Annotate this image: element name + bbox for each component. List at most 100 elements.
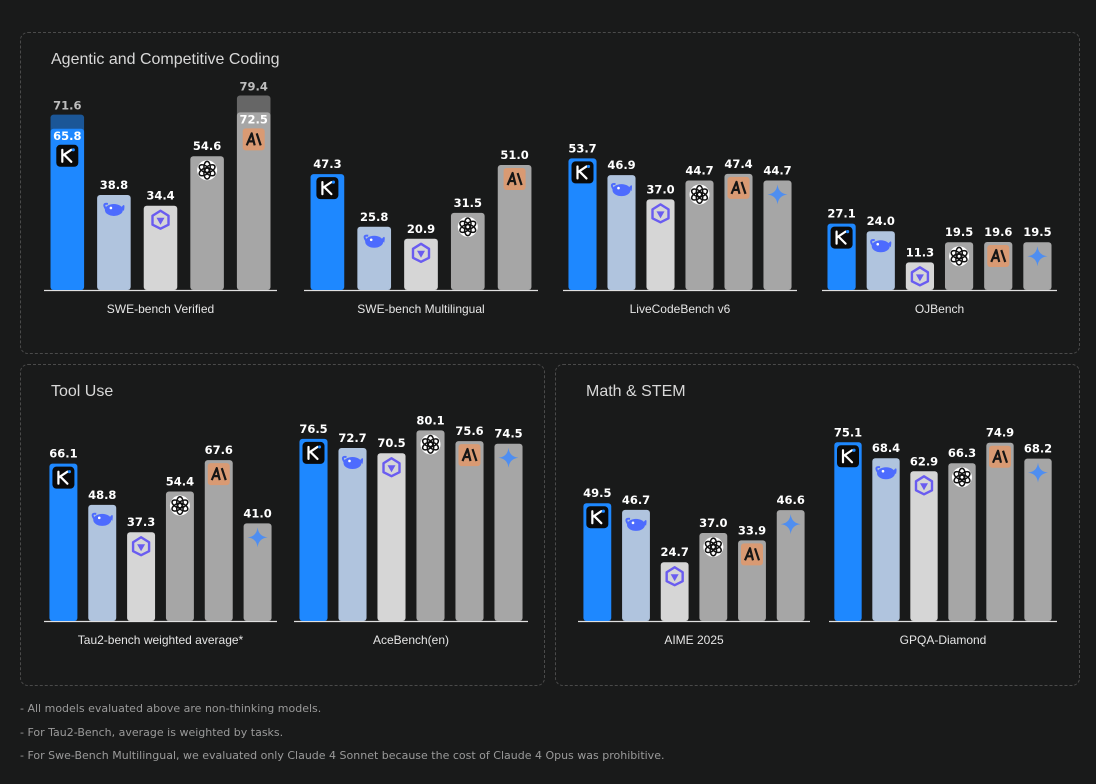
benchmark-label: SWE-bench Multilingual — [357, 302, 484, 316]
bar-value-label: 54.6 — [193, 139, 221, 153]
bar-value-label: 25.8 — [360, 210, 388, 224]
deepseek-icon — [870, 239, 892, 253]
bar-chart: 66.1 48.8 37.3 54.4 67.6 41.0 Tau2-bench weigh… — [44, 443, 277, 647]
bar — [416, 430, 445, 621]
bar — [724, 173, 753, 290]
bar-value-label: 53.7 — [568, 141, 596, 155]
bar-chart: 76.5 72.7 70.5 80.1 75.6 74.5 AceBench(en) — [294, 413, 528, 647]
bar-value-label: 37.0 — [699, 516, 727, 530]
bar-chart: 47.3 25.8 20.9 31.5 51.0 SWE-bench Multilingu… — [304, 148, 538, 316]
gemini-icon — [780, 514, 801, 535]
bar-value-label: 72.5 — [240, 112, 268, 126]
bar-value-label: 47.4 — [724, 157, 752, 171]
bar — [1024, 458, 1052, 621]
claude-icon — [727, 176, 750, 199]
bar — [776, 510, 805, 621]
bar-value-label: 51.0 — [500, 148, 528, 162]
openai-icon — [420, 434, 441, 455]
bar — [338, 447, 367, 621]
openai-icon — [703, 536, 724, 557]
gemini-icon — [1028, 462, 1048, 483]
bar-value-label: 80.1 — [416, 413, 444, 427]
bar-extra-label: 71.6 — [53, 99, 81, 113]
bar-value-label: 49.5 — [583, 486, 611, 500]
bar — [165, 491, 194, 621]
bar — [699, 532, 728, 621]
footnote: - For Swe-Bench Multilingual, we evaluat… — [20, 749, 665, 762]
claude-icon — [989, 445, 1011, 468]
benchmark-label: Tau2-bench weighted average* — [78, 633, 244, 647]
bar-value-label: 27.1 — [827, 207, 855, 221]
bar — [622, 509, 650, 621]
bar-value-label: 68.2 — [1024, 442, 1052, 456]
bar-value-label: 66.3 — [948, 446, 976, 460]
claude-icon — [242, 128, 265, 151]
deepseek-icon — [103, 202, 125, 216]
bar-value-label: 76.5 — [299, 422, 327, 436]
bar — [660, 562, 689, 621]
bar — [607, 175, 636, 290]
bar-value-label: 74.9 — [986, 426, 1014, 440]
bar — [377, 453, 406, 621]
bar — [88, 504, 117, 621]
bar — [497, 165, 532, 290]
bar — [948, 463, 976, 621]
deepseek-icon — [341, 455, 364, 469]
panel-tool-use: Tool Use — [20, 364, 545, 686]
bar-extra-label: 79.4 — [240, 79, 268, 93]
bar — [494, 443, 523, 621]
bar-value-label: 54.4 — [166, 475, 194, 489]
bar — [583, 503, 612, 621]
bar — [310, 174, 345, 290]
benchmark-label: SWE-bench Verified — [107, 302, 214, 316]
openai-icon — [197, 160, 218, 181]
deepseek-icon — [91, 512, 113, 526]
deepseek-icon — [363, 234, 385, 248]
bar-value-label: 72.7 — [338, 431, 366, 445]
panel-agentic-coding: Agentic and Competitive Coding — [20, 32, 1080, 354]
gemini-icon — [1027, 246, 1048, 267]
bar-value-label: 31.5 — [454, 196, 482, 210]
claude-icon — [503, 168, 526, 191]
claude-icon — [741, 543, 763, 566]
claude-icon — [207, 463, 230, 486]
bar — [872, 458, 900, 621]
footnotes: - All models evaluated above are non-thi… — [20, 702, 664, 773]
bar-chart: 49.5 46.7 24.7 37.0 33.9 46.6 AIME 2025 — [578, 486, 810, 647]
bar-value-label: 46.9 — [607, 158, 635, 172]
benchmark-label: OJBench — [915, 302, 964, 316]
bar-value-label: 33.9 — [738, 523, 766, 537]
bar — [763, 180, 792, 290]
benchmark-label: LiveCodeBench v6 — [630, 302, 731, 316]
bar — [455, 441, 484, 621]
bar-value-label: 11.3 — [906, 245, 934, 259]
openai-icon — [689, 184, 710, 205]
kimi-icon — [586, 506, 609, 529]
kimi-icon — [837, 445, 859, 468]
bar — [404, 238, 438, 290]
bar — [204, 460, 233, 621]
bar-value-label: 41.0 — [243, 506, 271, 520]
bar — [143, 205, 178, 290]
bar-value-label: 37.3 — [127, 515, 155, 529]
kimi-icon — [571, 161, 594, 184]
bar — [243, 523, 272, 621]
kimi-icon — [316, 177, 339, 200]
footnote: - All models evaluated above are non-thi… — [20, 702, 322, 715]
openai-icon — [457, 216, 478, 237]
openai-icon — [952, 467, 972, 488]
bar-value-label: 37.0 — [646, 182, 674, 196]
benchmark-label: AceBench(en) — [373, 633, 449, 647]
deepseek-icon — [875, 466, 897, 480]
bar — [910, 471, 938, 621]
bar — [49, 463, 78, 621]
benchmark-label: GPQA-Diamond — [900, 633, 987, 647]
bar-value-label: 47.3 — [313, 157, 341, 171]
bar-value-label: 19.5 — [1023, 225, 1051, 239]
claude-icon — [458, 444, 481, 467]
bar-chart: 71.6 79.4 65.8 38.8 34.4 54.6 72.5 SWE-bench Ve… — [44, 79, 277, 316]
bar-value-label: 46.6 — [776, 493, 804, 507]
panel-math-stem: Math & STEM — [555, 364, 1080, 686]
bar-value-label: 67.6 — [205, 443, 233, 457]
